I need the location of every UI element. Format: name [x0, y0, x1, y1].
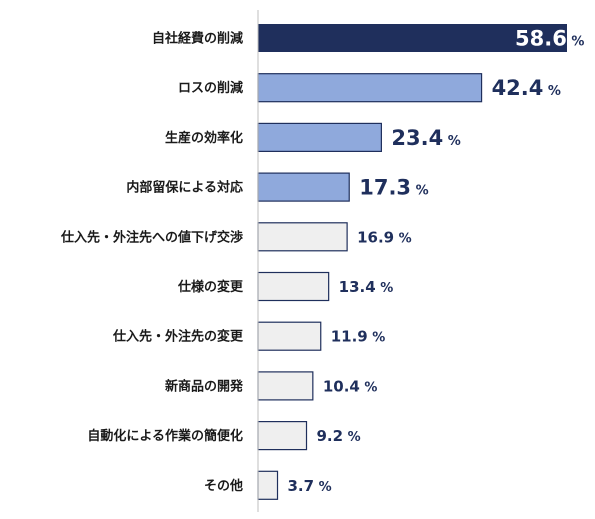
bar — [257, 222, 348, 252]
category-label: 仕入先・外注先への値下げ交渉 — [60, 229, 243, 245]
category-label: 生産の効率化 — [165, 130, 243, 146]
category-label: 自社経費の削減 — [152, 31, 243, 47]
labels-layer: 自社経費の削減 58.6 % ロスの削減 42.4 % 生産の効率化 23.4 % 内部留保… — [60, 27, 584, 495]
bar — [257, 321, 322, 351]
category-label: 新商品の開発 — [165, 378, 244, 394]
category-label: 自動化による作業の簡便化 — [87, 428, 243, 444]
value-label: 13.4 % — [339, 278, 394, 296]
bar — [257, 73, 483, 103]
bar — [258, 24, 567, 52]
bar — [257, 470, 279, 500]
value-label: 42.4 % — [492, 76, 561, 100]
value-label: 3.7 % — [288, 477, 332, 495]
value-label: 11.9 % — [331, 328, 386, 346]
category-label: ロスの削減 — [178, 80, 243, 96]
value-label: 16.9 % — [357, 228, 412, 246]
category-label: 仕入先・外注先の変更 — [112, 329, 244, 345]
bar — [257, 271, 330, 302]
value-label: 17.3 % — [359, 176, 428, 200]
value-label: 58.6 % — [515, 27, 584, 51]
category-label: 仕様の変更 — [177, 279, 244, 295]
value-label: 23.4 % — [391, 126, 460, 150]
value-label: 10.4 % — [323, 377, 378, 395]
bar — [257, 172, 350, 202]
bar — [257, 421, 308, 451]
category-label: 内部留保による対応 — [126, 180, 243, 196]
category-label: その他 — [204, 478, 243, 494]
bars-layer — [257, 24, 567, 500]
bar — [257, 371, 314, 401]
bar — [257, 122, 382, 153]
value-label: 9.2 % — [317, 427, 361, 445]
